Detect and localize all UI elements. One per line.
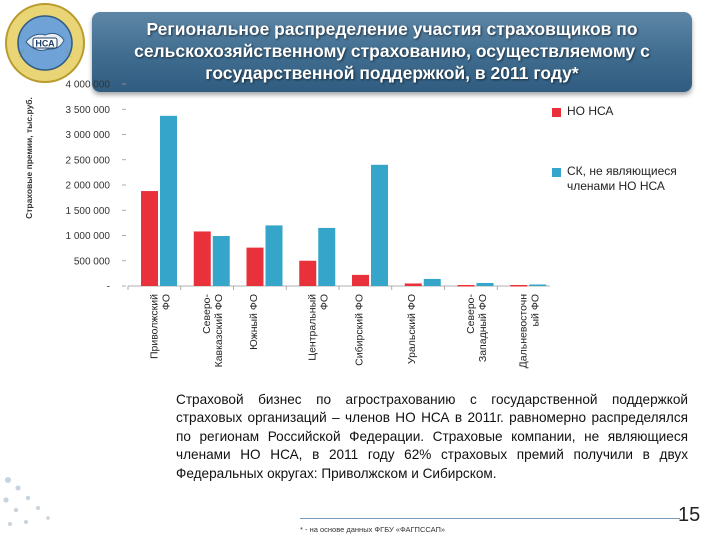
x-category-label: Северо-Западный ФО (465, 294, 489, 363)
footer-divider (300, 518, 680, 519)
legend-swatch-blue (552, 168, 561, 177)
x-category-label: ЦентральныйФО (307, 294, 331, 361)
decorative-dots (3, 477, 50, 526)
bar-non-members (529, 284, 547, 286)
bar-non-members (423, 278, 441, 286)
x-category-label: Уральский ФО (406, 294, 418, 364)
y-tick-label: - (107, 282, 110, 293)
legend-item: СК, не являющиеся членами НО НСА (552, 164, 707, 194)
bar-nsa (510, 284, 528, 287)
y-tick-label: 1 000 000 (66, 231, 111, 242)
bar-nsa (246, 247, 264, 286)
bar-nsa (404, 283, 422, 286)
y-tick-label: 4 000 000 (66, 80, 111, 91)
summary-paragraph: Страховой бизнес по агрострахованию с го… (176, 392, 688, 481)
page-number: 15 (678, 504, 701, 526)
bar-non-members (476, 282, 494, 286)
y-tick-label: 2 500 000 (66, 155, 111, 166)
x-category-label: Дальневосточный ФО (518, 294, 542, 369)
x-category-label: Сибирский ФО (353, 294, 365, 366)
legend-swatch-red (552, 108, 561, 117)
bar-non-members (212, 236, 230, 286)
page-title: Региональное распределение участия страх… (134, 19, 650, 83)
nsa-emblem-icon: НСА (5, 3, 85, 83)
bar-nsa (141, 191, 158, 286)
legend-label: СК, не являющиеся членами НО НСА (567, 164, 677, 193)
nsa-logo: НСА (4, 2, 86, 84)
x-category-label: Северо-Кавказский ФО (201, 294, 225, 368)
bar-nsa (193, 231, 211, 286)
legend-item: НО НСА (552, 104, 707, 119)
bar-non-members (160, 115, 177, 286)
y-tick-label: 2 000 000 (66, 181, 111, 192)
title-banner: Региональное распределение участия страх… (92, 12, 692, 92)
x-category-label: ПриволжскийФО (148, 294, 172, 359)
logo-center-text: НСА (35, 39, 55, 49)
y-tick-label: 1 500 000 (66, 206, 111, 217)
bar-nsa (457, 284, 475, 287)
y-tick-label: 3 500 000 (66, 105, 111, 116)
x-category-label: Южный ФО (248, 294, 260, 350)
bar-nsa (299, 260, 317, 286)
bar-non-members (371, 164, 388, 286)
y-tick-label: 500 000 (74, 256, 111, 267)
legend-label: НО НСА (567, 104, 614, 118)
y-tick-label: 3 000 000 (66, 130, 111, 141)
source-footnote: * - на основе данных ФГБУ «ФАГПССАП» (300, 525, 446, 534)
bar-non-members (265, 225, 283, 286)
bar-non-members (318, 227, 336, 286)
bar-nsa (352, 274, 369, 286)
